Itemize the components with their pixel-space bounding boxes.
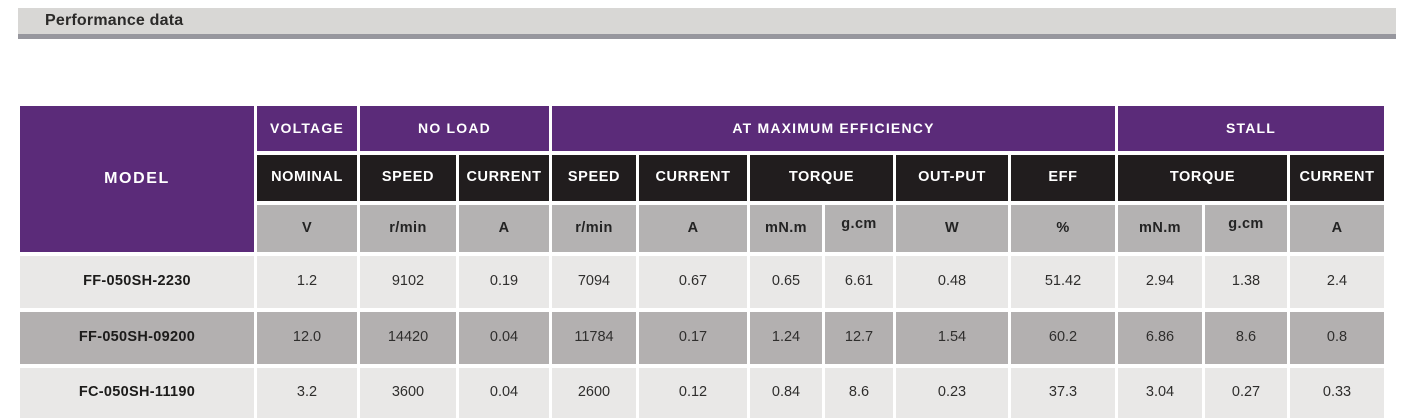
table-cell: 0.12 <box>639 368 747 418</box>
unit-maxeff-current-a: A <box>639 205 747 252</box>
table-cell: 8.6 <box>825 368 893 418</box>
unit-gcm-label: g.cm <box>1228 215 1264 232</box>
model-name: FF-050SH-2230 <box>20 256 254 308</box>
table-cell: 9102 <box>360 256 456 308</box>
table-cell: 0.04 <box>459 312 549 364</box>
group-header-voltage: VOLTAGE <box>257 106 357 151</box>
table-cell: 0.17 <box>639 312 747 364</box>
group-header-no-load: NO LOAD <box>360 106 549 151</box>
performance-data-table: MODEL VOLTAGE NO LOAD AT MAXIMUM EFFICIE… <box>20 106 1384 418</box>
table-cell: 2600 <box>552 368 636 418</box>
unit-noload-current-a: A <box>459 205 549 252</box>
table-cell: 6.61 <box>825 256 893 308</box>
unit-stall-current-a: A <box>1290 205 1384 252</box>
table-cell: 3.04 <box>1118 368 1202 418</box>
unit-output-w: W <box>896 205 1008 252</box>
subheader-maxeff-speed: SPEED <box>552 155 636 201</box>
model-name: FF-050SH-09200 <box>20 312 254 364</box>
unit-noload-speed-rmin: r/min <box>360 205 456 252</box>
unit-eff-percent: % <box>1011 205 1115 252</box>
table-cell: 1.54 <box>896 312 1008 364</box>
table-cell: 8.6 <box>1205 312 1287 364</box>
table-cell: 1.2 <box>257 256 357 308</box>
subheader-maxeff-torque: TORQUE <box>750 155 893 201</box>
section-header-bar: Performance data <box>18 8 1396 39</box>
unit-nominal-v: V <box>257 205 357 252</box>
table-cell: 0.8 <box>1290 312 1384 364</box>
table-cell: 0.65 <box>750 256 822 308</box>
table-cell: 2.94 <box>1118 256 1202 308</box>
table-cell: 1.38 <box>1205 256 1287 308</box>
subheader-noload-current: CURRENT <box>459 155 549 201</box>
column-header-model: MODEL <box>20 106 254 252</box>
model-name: FC-050SH-11190 <box>20 368 254 418</box>
table-cell: 11784 <box>552 312 636 364</box>
table-cell: 0.67 <box>639 256 747 308</box>
subheader-stall-torque: TORQUE <box>1118 155 1287 201</box>
unit-stall-torque-gcm: g.cm <box>1205 205 1287 252</box>
subheader-output: OUT-PUT <box>896 155 1008 201</box>
subheader-noload-speed: SPEED <box>360 155 456 201</box>
unit-maxeff-torque-gcm: g.cm <box>825 205 893 252</box>
table-cell: 0.23 <box>896 368 1008 418</box>
unit-maxeff-speed-rmin: r/min <box>552 205 636 252</box>
table-cell: 7094 <box>552 256 636 308</box>
subheader-stall-current: CURRENT <box>1290 155 1384 201</box>
table-cell: 60.2 <box>1011 312 1115 364</box>
table-cell: 12.0 <box>257 312 357 364</box>
unit-gcm-label: g.cm <box>841 215 877 232</box>
table-cell: 0.48 <box>896 256 1008 308</box>
table-cell: 14420 <box>360 312 456 364</box>
table-cell: 0.33 <box>1290 368 1384 418</box>
table-cell: 37.3 <box>1011 368 1115 418</box>
unit-stall-torque-mnm: mN.m <box>1118 205 1202 252</box>
table-cell: 2.4 <box>1290 256 1384 308</box>
group-header-stall: STALL <box>1118 106 1384 151</box>
section-title: Performance data <box>45 12 184 29</box>
unit-maxeff-torque-mnm: mN.m <box>750 205 822 252</box>
table-cell: 6.86 <box>1118 312 1202 364</box>
subheader-eff: EFF <box>1011 155 1115 201</box>
subheader-nominal: NOMINAL <box>257 155 357 201</box>
table-cell: 3.2 <box>257 368 357 418</box>
table-cell: 0.19 <box>459 256 549 308</box>
table-cell: 0.84 <box>750 368 822 418</box>
table-cell: 3600 <box>360 368 456 418</box>
table-cell: 0.27 <box>1205 368 1287 418</box>
table-cell: 1.24 <box>750 312 822 364</box>
group-header-at-maximum-efficiency: AT MAXIMUM EFFICIENCY <box>552 106 1115 151</box>
table-cell: 12.7 <box>825 312 893 364</box>
subheader-maxeff-current: CURRENT <box>639 155 747 201</box>
table-cell: 51.42 <box>1011 256 1115 308</box>
table-cell: 0.04 <box>459 368 549 418</box>
